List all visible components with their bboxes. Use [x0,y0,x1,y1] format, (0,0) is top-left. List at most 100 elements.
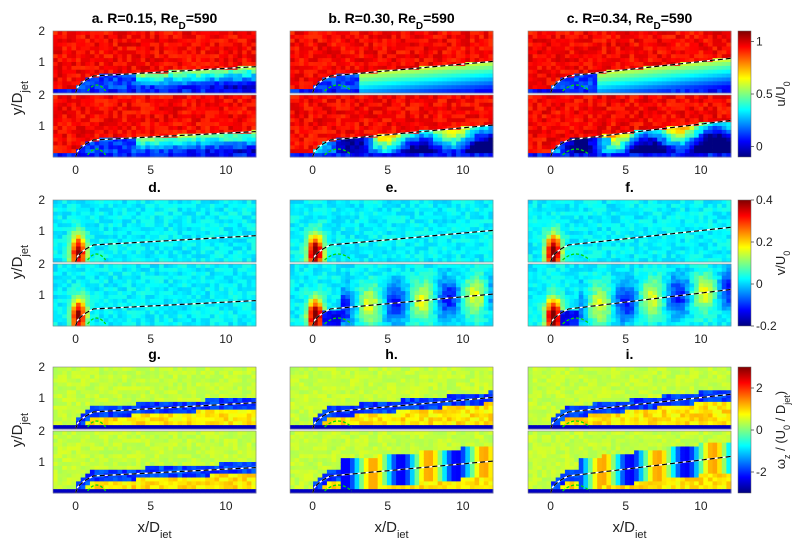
jet-trajectory-dashed [75,235,257,263]
panel-title: e. [386,179,398,195]
x-tick-label: 0 [309,499,316,513]
jet-trajectory-dashed [312,229,494,263]
recirculation-contour [87,84,107,92]
x-tick-label: 10 [694,163,708,177]
x-tick-label: 0 [309,163,316,177]
recirculation-contour [562,253,591,261]
x-tick-label: 10 [219,332,233,346]
panel-title: i. [626,346,634,362]
subplot-r2-c1-upper [289,366,494,430]
x-tick-label: 5 [147,499,154,513]
jet-trajectory-dashed [75,66,257,94]
jet-trajectory-dashed [550,288,732,327]
panel-title: a. R=0.15, ReD=590 [92,10,218,32]
subplot-r0-c2-upper [527,30,732,94]
jet-trajectory-dashed [312,460,494,494]
colorbar-tick-label: 0.2 [756,235,773,249]
colorbar-tick-label: 1 [756,35,763,49]
subplot-r0-c2-lower: 0 5 10 [527,94,732,177]
jet-trajectory-dashed [550,455,732,494]
jet-trajectory-dashed [550,57,732,94]
jet-trajectory-dashed [550,119,732,158]
subplot-r1-c0-lower: 1 2 0 5 10 [38,257,257,346]
panel-title: g. [148,346,160,362]
recirculation-contour [324,148,353,156]
subplot-r0-c0-upper: 12 [38,24,257,94]
recirculation-contour [87,253,107,261]
panel-title: h. [385,346,397,362]
jet-trajectory-dashed [312,60,494,94]
colorbar-group: 0 0.5 1 u/U0 -0.2 0 0.2 0.4 v/U0 -2 0 2 ωz / (U0 / D… [737,30,792,494]
recirculation-contour [562,317,591,325]
x-axis-label: x/Djet [374,519,408,538]
y-tick-label: 2 [38,24,45,38]
x-tick-label: 5 [147,332,154,346]
colorbar-label: v/U0 [773,251,792,276]
recirculation-contour [562,148,591,156]
x-tick-label: 0 [72,499,79,513]
jet-trajectory-dashed [550,393,732,430]
jet-trajectory-dashed [312,293,494,327]
subplot-r1-c1-lower: 0 5 10 [289,263,494,346]
x-tick-label: 5 [622,499,629,513]
colorbar-u: 0 0.5 1 u/U0 [737,30,792,158]
y-tick-label: 2 [38,360,45,374]
colorbar-tick-label: 0.4 [756,193,773,207]
jet-trajectory-dashed [312,396,494,430]
subplot-r1-c1-upper [289,199,494,263]
jet-trajectory-dashed [75,467,257,494]
colorbar-tick-label: 0 [756,423,763,437]
x-tick-label: 0 [547,163,554,177]
x-tick-label: 10 [456,163,470,177]
x-tick-label: 5 [384,499,391,513]
subplot-r1-c2-lower: 0 5 10 [527,263,732,346]
recirculation-contour [562,84,591,92]
x-tick-label: 5 [622,163,629,177]
colorbar-tick-label: -2 [756,465,767,479]
y-tick-label: 1 [38,455,45,469]
subplot-r1-c2-upper [527,199,732,263]
y-axis-label: y/Djet [9,245,31,279]
x-tick-label: 10 [219,499,233,513]
recirculation-contour [324,253,353,261]
colorbar-label: ωz / (U0 / Djet) [773,391,792,469]
x-tick-label: 0 [547,499,554,513]
x-tick-label: 0 [72,163,79,177]
colorbar-tick-label: -0.2 [756,319,777,333]
recirculation-contour [87,148,107,156]
panel-title: d. [148,179,160,195]
recirculation-contour [324,84,353,92]
recirculation-contour [324,484,353,492]
x-tick-label: 0 [72,332,79,346]
x-tick-label: 5 [622,332,629,346]
colorbar-tick-label: 0.5 [756,87,773,101]
recirculation-contour [562,420,591,428]
x-tick-label: 0 [309,332,316,346]
colorbar-omega_z: -2 0 2 ωz / (U0 / Djet) [737,366,792,494]
y-tick-label: 2 [38,257,45,271]
recirculation-contour [87,484,107,492]
jet-trajectory-dashed [312,124,494,158]
subplot-r1-c0-upper: 12 [38,193,257,263]
panel-title: b. R=0.30, ReD=590 [328,10,455,32]
recirculation-contour [324,420,353,428]
jet-trajectory-dashed [75,300,257,327]
colorbar-tick-label: 0 [756,277,763,291]
x-tick-label: 10 [456,499,470,513]
y-tick-label: 1 [38,119,45,133]
subplot-r2-c0-upper: 12 [38,360,257,430]
recirculation-contour [87,420,107,428]
y-tick-label: 2 [38,88,45,102]
x-tick-label: 10 [219,163,233,177]
recirculation-contour [562,484,591,492]
y-tick-label: 2 [38,193,45,207]
subplot-r2-c2-upper [527,366,732,430]
y-tick-label: 1 [38,224,45,238]
colorbar-tick-label: 0 [756,140,763,154]
jet-trajectory-dashed [550,226,732,263]
axis-labels: y/Djet y/Djet y/Djet x/Djet x/Djet x/Djet [9,81,647,538]
y-axis-label: y/Djet [9,81,31,115]
subplot-r0-c1-upper [289,30,494,94]
